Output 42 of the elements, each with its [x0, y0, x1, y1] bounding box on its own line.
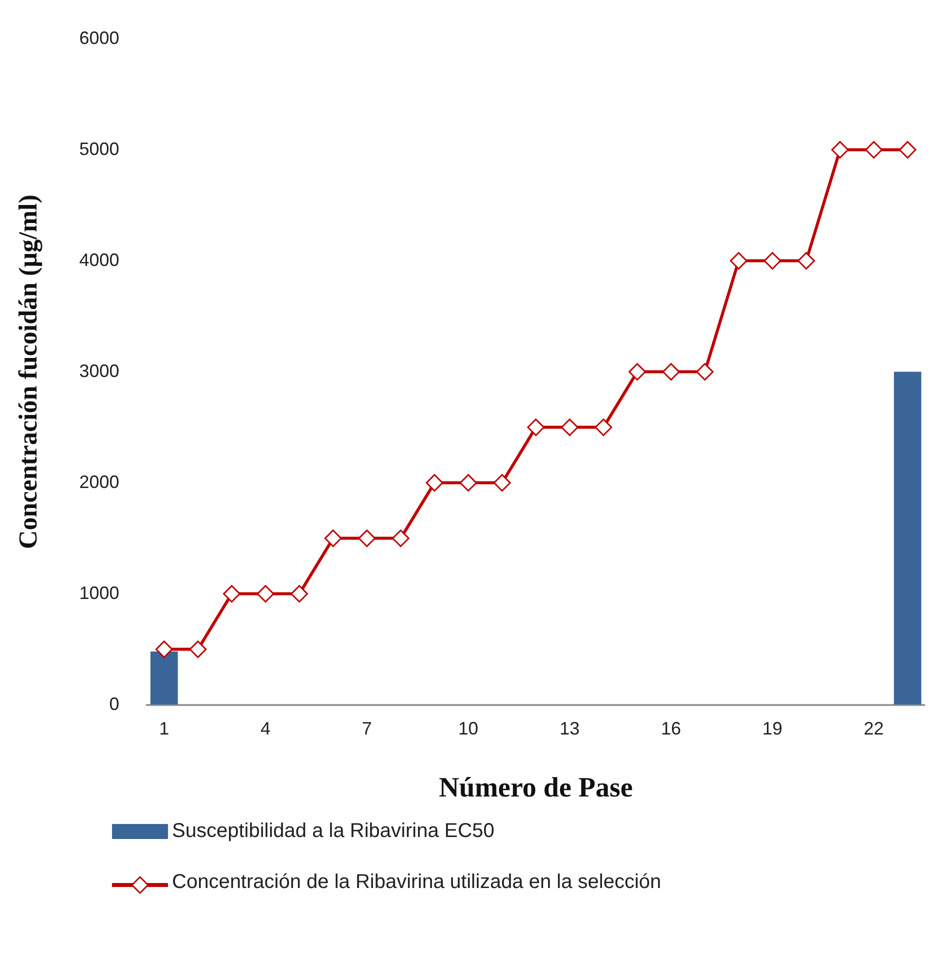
point — [662, 363, 680, 381]
point — [358, 530, 376, 548]
y-tick-label: 3000 — [79, 360, 120, 381]
point — [764, 252, 782, 270]
point — [460, 474, 478, 492]
x-tick-label: 1 — [159, 718, 170, 739]
y-axis-title: Concentración fucoidán (µg/ml) — [13, 194, 42, 550]
point — [797, 252, 815, 270]
y-tick-label: 2000 — [79, 472, 120, 492]
point — [324, 530, 342, 548]
x-tick-label: 7 — [362, 718, 372, 739]
x-tick-label: 19 — [762, 718, 782, 739]
x-tick-label: 4 — [260, 718, 271, 739]
y-tick-label: 6000 — [79, 28, 120, 48]
x-axis-title: Número de Pase — [438, 772, 633, 804]
legend-label: Susceptibilidad a la Ribavirina EC50 — [172, 820, 494, 843]
x-tick-label: 22 — [864, 718, 884, 739]
y-tick-label: 0 — [109, 694, 120, 714]
point — [222, 585, 240, 603]
point — [493, 474, 511, 492]
legend-label: Concentración de la Ribavirina utilizada en la selección — [172, 871, 662, 894]
point — [898, 141, 916, 159]
y-tick-label: 5000 — [79, 138, 120, 159]
point — [426, 474, 444, 492]
point — [628, 363, 646, 381]
point — [560, 418, 578, 436]
x-tick-label: 13 — [560, 718, 580, 739]
point — [155, 640, 173, 658]
point — [256, 585, 274, 603]
point — [831, 141, 849, 159]
point — [392, 530, 410, 548]
point — [594, 418, 612, 436]
point — [189, 640, 207, 658]
point — [865, 141, 883, 159]
x-tick-label: 10 — [458, 718, 478, 739]
point — [696, 363, 714, 381]
point — [527, 418, 545, 436]
y-tick-label: 1000 — [79, 582, 120, 603]
point — [730, 252, 748, 270]
x-tick-label: 16 — [661, 718, 682, 739]
y-tick-label: 4000 — [79, 250, 120, 270]
point — [290, 585, 308, 603]
